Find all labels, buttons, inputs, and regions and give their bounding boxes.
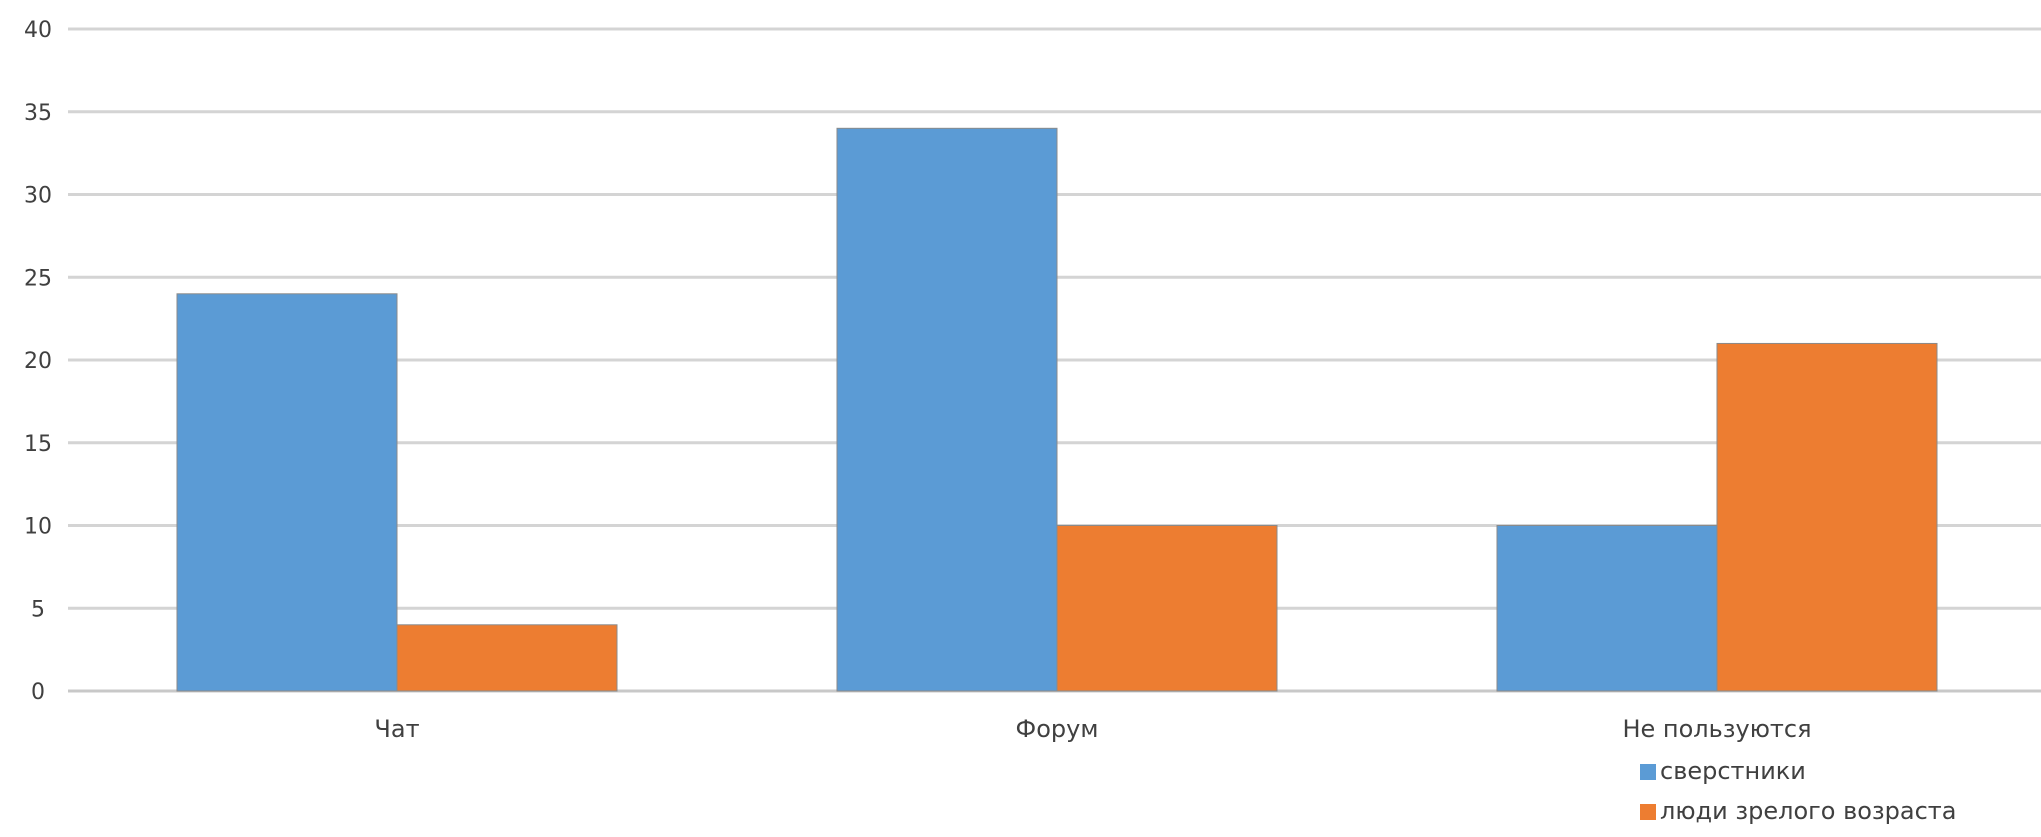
- y-tick-label: 5: [31, 597, 45, 622]
- legend: сверстники люди зрелого возраста: [1640, 757, 1956, 825]
- x-axis-categories: Чат Форум Не пользуются: [374, 715, 1811, 743]
- bar-series1-2: [1496, 525, 1718, 692]
- y-tick-label: 25: [24, 266, 52, 291]
- y-tick-label: 30: [24, 184, 52, 209]
- bar-series1-0: [176, 293, 398, 692]
- x-category-label: Форум: [1016, 715, 1099, 743]
- bar-series1-1: [836, 127, 1058, 692]
- bar-series2-2: [1716, 342, 1938, 692]
- y-tick-label: 15: [24, 432, 52, 457]
- y-tick-label: 20: [24, 349, 52, 374]
- legend-label: сверстники: [1660, 757, 1806, 785]
- y-tick-label: 10: [24, 515, 52, 540]
- legend-label: люди зрелого возраста: [1660, 797, 1956, 825]
- bar-series2-0: [396, 624, 618, 692]
- y-axis-ticks: 0 5 10 15 20 25 30 35 40: [24, 18, 52, 705]
- bars: [176, 127, 1938, 692]
- y-tick-label: 35: [24, 101, 52, 126]
- legend-swatch: [1640, 804, 1656, 820]
- bar-series2-1: [1056, 525, 1278, 692]
- legend-swatch: [1640, 764, 1656, 780]
- x-category-label: Не пользуются: [1622, 715, 1811, 743]
- y-tick-label: 0: [31, 680, 45, 705]
- y-tick-label: 40: [24, 18, 52, 43]
- x-category-label: Чат: [374, 715, 419, 743]
